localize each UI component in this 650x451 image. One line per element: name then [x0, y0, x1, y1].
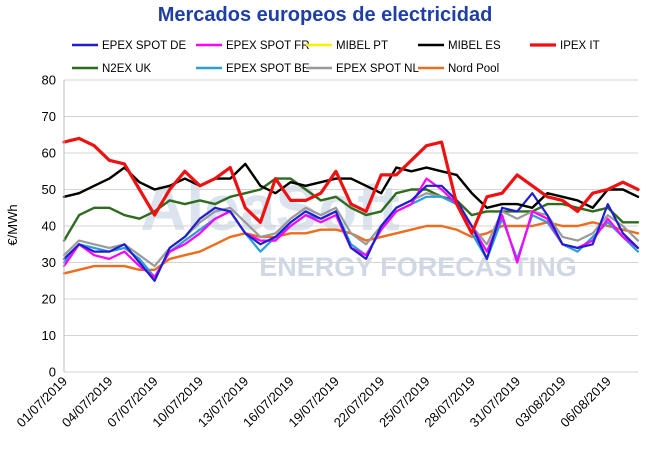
- chart-title: Mercados europeos de electricidad: [157, 4, 493, 26]
- legend-label: IPEX IT: [560, 40, 600, 52]
- legend-label: MIBEL PT: [336, 40, 388, 52]
- y-tick-label: 40: [42, 219, 56, 234]
- series-line-mibel-es: [62, 162, 640, 210]
- legend-label: EPEX SPOT BE: [226, 63, 310, 75]
- legend-item: EPEX SPOT DE: [72, 40, 186, 52]
- series-line-ipex-it: [62, 136, 640, 235]
- series-line-epex-spot-nl: [62, 192, 640, 268]
- legend-label: EPEX SPOT NL: [336, 63, 419, 75]
- legend-item: IPEX IT: [530, 40, 600, 52]
- legend: EPEX SPOT DE EPEX SPOT FR MIBEL PT MIBEL ES…: [72, 40, 600, 75]
- legend-item: N2EX UK: [72, 63, 152, 75]
- y-tick-label: 50: [42, 182, 56, 197]
- y-tick-label: 30: [42, 255, 56, 270]
- legend-label: Nord Pool: [448, 63, 499, 75]
- legend-label: EPEX SPOT FR: [226, 40, 310, 52]
- legend-item: EPEX SPOT NL: [306, 63, 419, 75]
- legend-label: N2EX UK: [102, 63, 152, 75]
- legend-item: MIBEL ES: [418, 40, 501, 52]
- y-tick-labels: 0 10 20 30 40 50 60 70 80: [42, 73, 56, 380]
- y-axis-label: €/MWh: [5, 204, 20, 245]
- legend-item: EPEX SPOT BE: [196, 63, 310, 75]
- legend-item: EPEX SPOT FR: [196, 40, 310, 52]
- legend-item: Nord Pool: [418, 63, 499, 75]
- y-tick-label: 10: [42, 328, 56, 343]
- watermark-subtitle: ENERGY FORECASTING: [259, 252, 577, 282]
- x-tick-labels: 01/07/201904/07/201907/07/201910/07/2019…: [13, 374, 613, 431]
- legend-label: EPEX SPOT DE: [102, 40, 186, 52]
- legend-item: MIBEL PT: [306, 40, 388, 52]
- y-tick-label: 70: [42, 109, 56, 124]
- series-lines: [62, 136, 640, 282]
- legend-label: MIBEL ES: [448, 40, 501, 52]
- series-line-epex-spot-de: [62, 184, 640, 282]
- y-tick-label: 60: [42, 146, 56, 161]
- y-tick-label: 20: [42, 292, 56, 307]
- gridlines: [64, 79, 638, 373]
- y-tick-label: 80: [42, 73, 56, 88]
- y-tick-label: 0: [49, 365, 56, 380]
